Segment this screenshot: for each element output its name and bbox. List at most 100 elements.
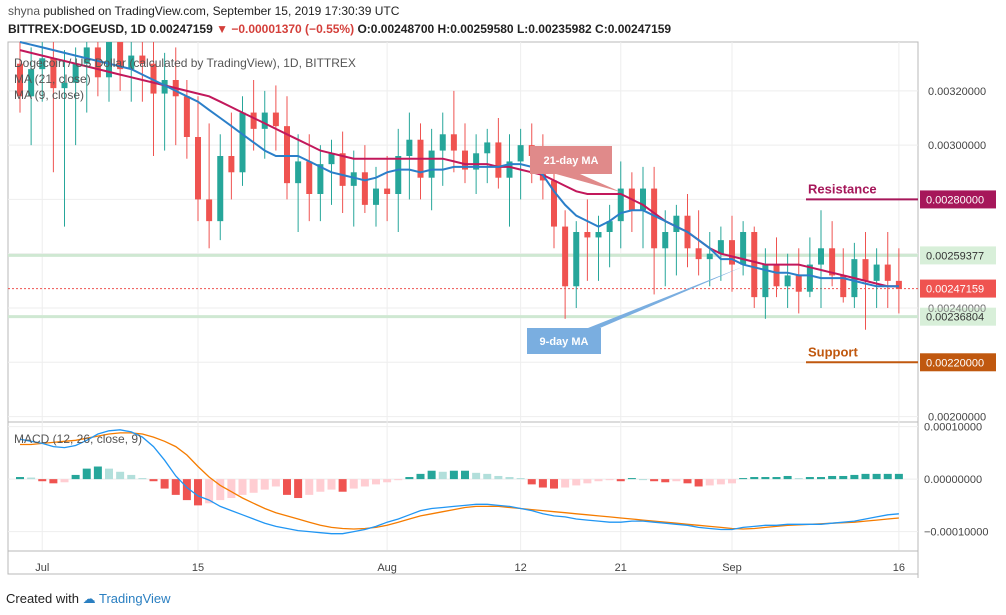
macd-histogram-bar <box>728 479 736 484</box>
macd-histogram-bar <box>772 477 781 480</box>
created-with-text: Created with <box>6 591 79 606</box>
price-tick-label: 0.00320000 <box>928 86 986 98</box>
candle-body <box>306 161 313 194</box>
macd-histogram-bar <box>283 479 291 495</box>
time-tick-label: 15 <box>192 562 204 574</box>
ma21-legend: MA (21, close) <box>14 72 91 86</box>
macd-histogram-bar <box>427 470 436 480</box>
macd-histogram-bar <box>194 479 202 506</box>
macd-signal-line <box>20 432 899 530</box>
macd-histogram-bar <box>327 479 336 490</box>
macd-histogram-bar <box>483 473 492 480</box>
candle-body <box>595 232 602 238</box>
macd-histogram-bar <box>349 479 358 489</box>
macd-histogram-bar <box>438 471 447 480</box>
candle-body <box>562 226 569 287</box>
candle-body <box>829 248 836 276</box>
macd-histogram-bar <box>705 479 714 486</box>
macd-histogram-bar <box>516 478 525 480</box>
macd-histogram-bar <box>238 479 247 495</box>
macd-histogram-bar <box>405 477 414 480</box>
candle-body <box>818 248 824 265</box>
macd-histogram-bar <box>616 479 625 482</box>
macd-histogram-bar <box>372 479 380 485</box>
candle-body <box>183 96 190 137</box>
resistance-value: 0.00280000 <box>926 194 984 206</box>
macd-histogram-bar <box>216 479 225 501</box>
publish-text: published on TradingView.com, September … <box>43 4 400 18</box>
candle-body <box>384 188 391 194</box>
candle-body <box>751 232 758 298</box>
time-tick-label: Sep <box>722 562 742 574</box>
macd-histogram-bar <box>360 479 369 487</box>
macd-histogram-bar <box>639 479 647 481</box>
candle-body <box>239 112 246 173</box>
candle-body <box>50 58 57 89</box>
macd-histogram-bar <box>572 479 581 486</box>
candle-body <box>662 232 669 249</box>
candle-body <box>395 156 402 194</box>
macd-histogram-bar <box>93 466 102 480</box>
reference-label: 0.00236804 <box>926 312 984 324</box>
candle-body <box>484 142 491 154</box>
macd-histogram-bar <box>561 479 570 488</box>
low-label: L: <box>516 22 529 36</box>
macd-histogram-bar <box>116 471 125 480</box>
macd-histogram-bar <box>817 477 825 480</box>
candle-body <box>651 188 658 249</box>
author-name[interactable]: shyna <box>8 4 41 18</box>
chart-title-legend: Dogecoin / US Dollar (calculated by Trad… <box>14 56 356 70</box>
macd-histogram-bar <box>883 473 892 480</box>
reference-label-bg <box>920 246 996 265</box>
time-tick-label: Aug <box>377 562 397 574</box>
candle-body <box>161 80 168 94</box>
candle-body <box>462 150 468 170</box>
candle-body <box>551 180 557 227</box>
macd-histogram-bar <box>60 479 69 483</box>
candle-body <box>317 164 324 194</box>
ma21-callout-text: 21-day MA <box>543 155 598 167</box>
last-price-label: 0.00247159 <box>926 284 984 296</box>
macd-histogram-bar <box>661 479 670 483</box>
symbol-label: BITTREX:DOGEUSD, 1D <box>8 22 147 36</box>
macd-histogram-bar <box>71 474 80 480</box>
macd-histogram-bar <box>294 479 303 499</box>
macd-histogram-bar <box>872 473 881 480</box>
macd-histogram-bar <box>716 479 725 485</box>
candle-body <box>106 42 112 78</box>
macd-histogram-bar <box>683 479 692 484</box>
macd-histogram-bar <box>472 472 481 480</box>
macd-histogram-bar <box>550 479 558 489</box>
candle-body <box>150 63 157 94</box>
candle-body <box>228 156 235 173</box>
open-label: O: <box>357 22 371 36</box>
macd-histogram-bar <box>149 479 158 482</box>
candle-body <box>339 153 346 186</box>
ma9-legend: MA (9, close) <box>14 88 85 102</box>
candle-body <box>884 264 891 281</box>
candle-body <box>28 69 35 97</box>
ma9-line <box>19 41 899 288</box>
time-tick-label: Jul <box>35 562 49 574</box>
price-tick-label: 0.00200000 <box>928 412 986 424</box>
macd-histogram-bar <box>627 478 636 480</box>
candle-body <box>806 264 813 292</box>
macd-histogram-bar <box>16 477 24 480</box>
candle-body <box>328 153 335 165</box>
macd-histogram-bar <box>894 473 903 480</box>
candle-body <box>128 55 135 70</box>
candle-body <box>17 63 23 97</box>
macd-histogram-bar <box>105 468 113 480</box>
candle-body <box>717 240 724 254</box>
macd-histogram-bar <box>249 479 258 493</box>
high-label: H: <box>437 22 451 36</box>
footer-credit[interactable]: Created with ☁ TradingView <box>6 591 171 607</box>
price-tick-label: 0.00240000 <box>928 303 986 315</box>
macd-histogram-bar <box>449 470 458 480</box>
macd-histogram-bar <box>839 475 848 480</box>
macd-histogram-bar <box>138 478 147 480</box>
macd-histogram-bar <box>227 479 236 499</box>
macd-histogram-bar <box>182 479 191 501</box>
macd-histogram-bar <box>38 479 47 482</box>
